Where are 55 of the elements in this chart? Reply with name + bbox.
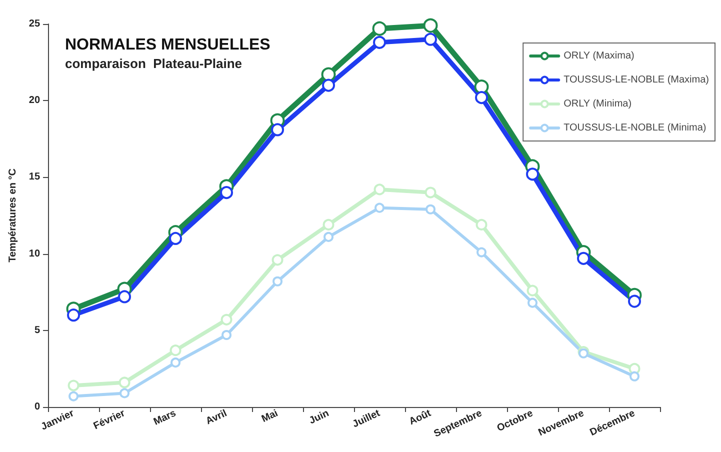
point — [628, 294, 641, 308]
point — [321, 67, 336, 82]
legend-label: ORLY (Maxima) — [564, 50, 634, 62]
point — [220, 314, 232, 326]
point — [324, 232, 334, 242]
point — [476, 218, 488, 230]
point — [374, 202, 385, 213]
point — [120, 388, 130, 398]
legend-label: TOUSSUS-LE-NOBLE (Maxima) — [564, 74, 710, 86]
point — [118, 290, 132, 304]
x-tick-label: Mars — [152, 408, 178, 428]
y-tick-label: 20 — [28, 95, 40, 106]
point — [68, 380, 80, 392]
point — [170, 358, 181, 368]
point — [272, 276, 283, 286]
y-tick-label: 5 — [34, 324, 40, 336]
point — [528, 298, 538, 308]
point — [222, 330, 232, 340]
point — [169, 232, 182, 245]
y-tick-label: 0 — [34, 402, 40, 412]
point — [220, 186, 234, 200]
point — [373, 36, 386, 49]
point — [475, 91, 488, 104]
y-tick-label: 25 — [28, 18, 40, 30]
x-tick-label: Août — [408, 408, 434, 428]
text: NORMALES MENSUELLES — [65, 36, 271, 54]
point — [426, 204, 436, 214]
point — [170, 344, 182, 356]
text: comparaison Plateau-Plaine — [65, 56, 242, 71]
y-axis-title: Températures en °C — [8, 168, 18, 262]
legend-label: TOUSSUS-LE-NOBLE (Minima) — [564, 122, 706, 134]
point — [526, 284, 538, 296]
point — [423, 18, 438, 33]
point — [526, 168, 540, 181]
point — [577, 252, 590, 265]
y-tick-label: 10 — [28, 248, 40, 260]
x-tick-label: Mai — [260, 408, 280, 426]
point — [68, 391, 79, 402]
point — [271, 123, 284, 136]
point — [474, 80, 489, 94]
point — [322, 218, 334, 230]
point — [272, 254, 284, 266]
point — [118, 376, 130, 388]
point — [322, 78, 336, 92]
point — [424, 32, 438, 46]
legend-label: ORLY (Minima) — [564, 98, 632, 110]
point — [67, 308, 80, 322]
x-tick-label: Juin — [308, 408, 331, 427]
point — [424, 186, 436, 198]
point — [372, 21, 387, 36]
point — [374, 184, 386, 196]
x-tick-label: Avril — [204, 408, 230, 428]
point — [476, 247, 487, 258]
y-tick-label: 15 — [28, 172, 40, 183]
point — [630, 371, 640, 382]
